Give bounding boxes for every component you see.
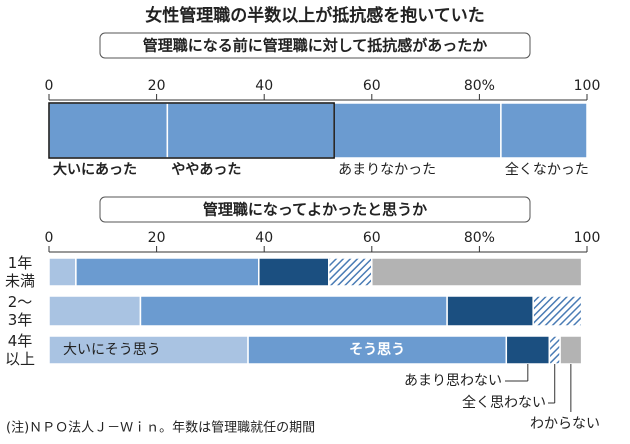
x-tick-label: 40	[255, 230, 273, 246]
bar-segment	[559, 335, 583, 365]
x-tick-label: 20	[148, 230, 166, 246]
legend-label: そう思う	[349, 342, 405, 358]
bar-segment	[532, 295, 583, 327]
x-tick-label: 80%	[464, 230, 495, 246]
legend-label: 大いにあった	[53, 161, 137, 178]
x-tick-label: 40	[255, 78, 273, 94]
x-tick-label: 100	[574, 230, 601, 246]
category-label: 1年未満	[4, 254, 35, 290]
legend-label: 全くなかった	[505, 161, 589, 178]
subtitle-box	[99, 196, 531, 223]
bar-segment	[371, 257, 583, 287]
bar-segment	[48, 295, 142, 327]
bar-segment	[75, 257, 260, 287]
bar-segment	[258, 257, 330, 287]
bar-segment	[548, 335, 561, 365]
x-tick-label: 0	[45, 230, 54, 246]
bar-segment	[166, 102, 335, 159]
legend-label: 全く思わない	[462, 394, 546, 411]
subtitle: 管理職になる前に管理職に対して抵抗感があったか	[143, 37, 488, 55]
x-tick-label: 20	[148, 78, 166, 94]
category-label: 2〜3年	[7, 293, 33, 329]
x-tick-label: 100	[574, 78, 601, 94]
legend-label: わからない	[530, 416, 600, 432]
x-tick-label: 80%	[464, 78, 495, 94]
bar-segment	[505, 335, 551, 365]
x-tick-label: 60	[363, 230, 381, 246]
subtitle: 管理職になってよかったと思うか	[203, 201, 427, 219]
bar-segment	[500, 102, 588, 159]
emphasis-outline	[48, 102, 335, 159]
category-label: 4年以上	[4, 332, 35, 368]
bar-segment	[446, 295, 534, 327]
bar-segment	[48, 102, 169, 159]
bar-segment	[328, 257, 373, 287]
legend-label: 大いにそう思う	[63, 342, 161, 358]
note: (注)ＮＰＯ法人Ｊ－Ｗｉｎ。年数は管理職就任の期間	[6, 421, 315, 436]
x-tick-label: 0	[45, 78, 54, 94]
bar-segment	[139, 295, 448, 327]
title: 女性管理職の半数以上が抵抗感を抱いていた	[145, 5, 485, 26]
legend-label: あまりなかった	[338, 162, 436, 178]
x-tick-label: 60	[363, 78, 381, 94]
legend-label: ややあった	[171, 162, 241, 178]
bar-segment	[333, 102, 502, 159]
bar-segment	[48, 257, 77, 287]
bar-segment	[247, 335, 508, 365]
subtitle-box	[99, 32, 531, 59]
legend-label: あまり思わない	[404, 373, 502, 389]
